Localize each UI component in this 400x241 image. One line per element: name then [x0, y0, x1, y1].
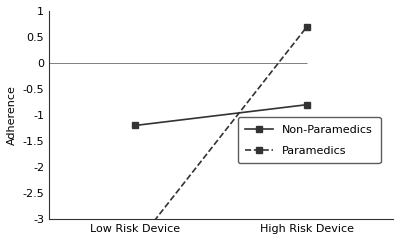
Legend: Non-Paramedics, Paramedics: Non-Paramedics, Paramedics: [238, 117, 381, 163]
Y-axis label: Adherence: Adherence: [7, 85, 17, 145]
